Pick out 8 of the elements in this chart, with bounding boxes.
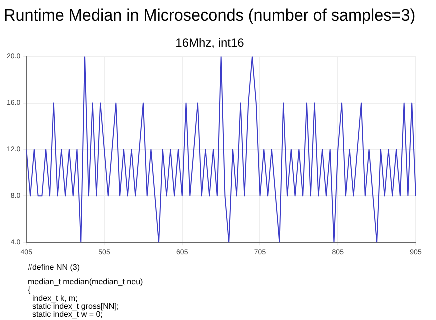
text: index_t k, m; — [28, 294, 78, 303]
text: { — [28, 286, 31, 295]
chart-title: Runtime Median in Microseconds (number of samples=3) — [4, 6, 416, 25]
chart-subtitle: 16Mhz, int16 — [176, 36, 245, 50]
text: #define NN (3) — [28, 263, 80, 272]
text: median_t median(median_t neu) — [28, 277, 144, 286]
text: static index_t w = 0; — [28, 310, 103, 320]
text: static index_t gross[NN]; — [28, 302, 120, 312]
